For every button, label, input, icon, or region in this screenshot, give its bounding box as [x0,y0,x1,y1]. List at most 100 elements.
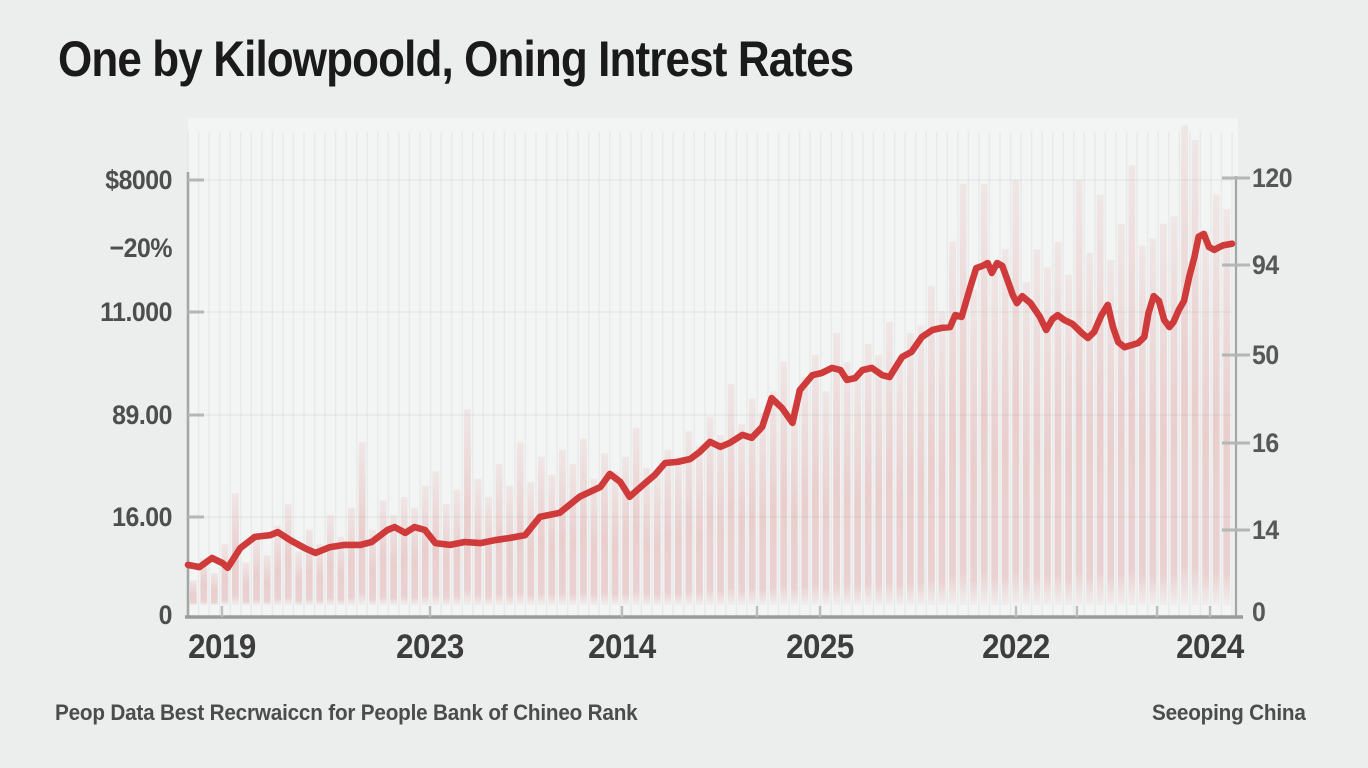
bar [685,431,693,605]
y-axis-left-label-1: −20% [109,233,173,263]
bar [738,423,746,605]
bar [221,544,229,605]
bar [1022,281,1030,605]
bar [854,376,862,605]
bar [780,362,788,605]
bar [432,471,440,605]
bar [1033,249,1041,606]
y-axis-left-label-3: 89.00 [112,400,172,430]
x-axis-label-4: 2022 [982,628,1050,666]
x-axis-label-2: 2014 [588,628,656,666]
bar [558,449,566,605]
bar [1012,180,1020,605]
x-axis-label-1: 2023 [396,628,464,666]
bar [516,442,524,605]
bar [421,485,429,605]
bar [1107,260,1115,605]
bar [875,354,883,605]
bar [485,496,492,605]
bar [1202,230,1210,605]
bar [790,405,798,605]
chart-title: One by Kilowpoold, Oning Intrest Rates [58,31,854,87]
bar [274,525,282,605]
bar [232,493,239,605]
bar [379,500,387,605]
bar [569,464,577,605]
bar [1149,238,1157,605]
bar [1212,194,1220,606]
axes [185,172,1250,619]
bar [622,456,630,605]
bar [759,413,767,605]
y-axis-left-label-0: $8000 [105,165,172,195]
bar [653,471,661,605]
bar [548,474,556,605]
bar [390,515,398,605]
bar [991,271,999,605]
attribution-note: Seeoping China [1152,700,1306,725]
bar [590,478,598,605]
bar [1170,216,1178,605]
y-axis-right-label-0: 120 [1252,163,1293,193]
bar [717,434,724,605]
x-axis-label-0: 2019 [188,628,256,666]
bar [305,529,313,605]
bar [980,183,988,605]
bar [727,383,735,605]
bar [696,445,703,605]
bar [1128,165,1136,605]
bar [1096,194,1104,606]
bar [706,416,714,605]
bar [253,536,260,605]
bar [1117,223,1125,605]
bar [674,456,682,605]
bar [1065,274,1072,605]
gridlines [187,132,1233,615]
bar [833,332,840,605]
x-axis-label-5: 2024 [1176,628,1244,666]
bar [537,456,545,605]
bar [643,467,651,605]
bar [189,580,197,605]
bar [495,464,503,605]
bar [580,438,587,605]
bar-series [189,125,1231,606]
bar [337,536,345,605]
bar [464,409,471,605]
bar [1075,180,1083,605]
y-axis-right-label-5: 0 [1252,597,1266,627]
bar [917,325,925,605]
bar [400,496,408,605]
y-axis-right-label-2: 50 [1252,340,1279,370]
bar [906,332,914,605]
bar [326,515,334,605]
bar [664,449,672,605]
bar [885,322,893,605]
bar [959,183,967,605]
bar [812,354,819,605]
bar [1054,241,1062,606]
bar [970,289,978,605]
bar [822,391,830,605]
y-axis-left-label-2: 11.000 [100,297,172,327]
bar [411,507,419,605]
bar [295,551,303,605]
bar [242,562,250,605]
bar [316,544,324,605]
bar [1138,245,1146,606]
bar [527,482,535,605]
trend-line [184,230,1236,572]
y-axis-left-label-5: 0 [158,600,173,630]
y-axis-right-label-4: 14 [1252,515,1279,545]
bar [1181,125,1188,605]
bar [896,362,904,605]
bar [442,504,450,605]
bar [938,311,946,605]
source-note: Peop Data Best Recrwaiccn for People Ban… [55,700,638,725]
bar [1001,249,1009,606]
bar [864,343,872,605]
y-axis-right-label-3: 16 [1252,428,1279,458]
bar [769,391,777,605]
